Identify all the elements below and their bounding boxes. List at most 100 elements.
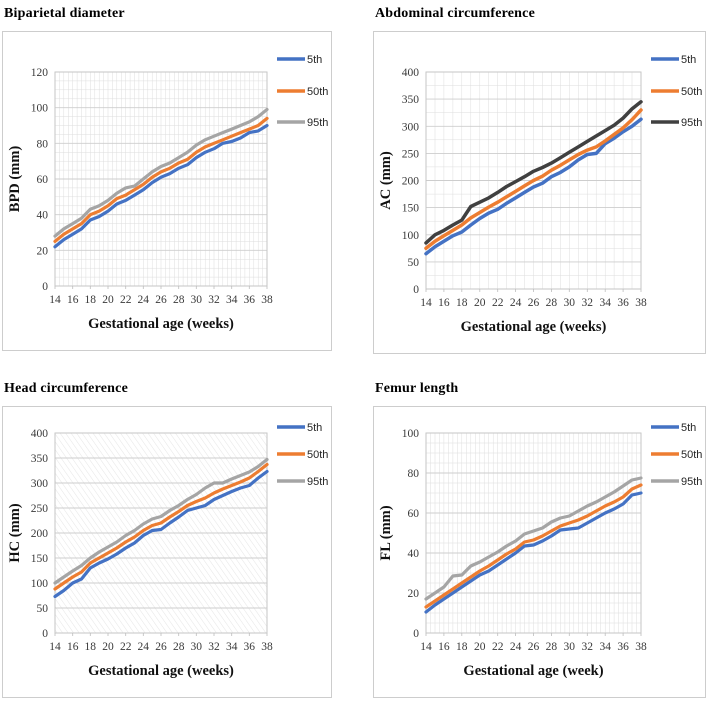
fl-chart-canvas: 0 20 40 60 80 100 14 16 18 20 22 24 26 28 30 32 34 36 38 Ge… bbox=[378, 422, 702, 679]
svg-text:26: 26 bbox=[155, 641, 167, 653]
legend-item-50th: 50th bbox=[651, 86, 702, 98]
legend-item-95th: 95th bbox=[277, 476, 328, 488]
x-axis-title: Gestational age (weeks) bbox=[88, 316, 234, 332]
svg-text:30: 30 bbox=[191, 641, 203, 653]
svg-text:18: 18 bbox=[85, 641, 97, 653]
svg-text:350: 350 bbox=[31, 453, 49, 465]
legend: 5th 50th 95th bbox=[651, 422, 702, 488]
chart-figure-bpd: Biparietal diameter 0 20 40 60 80 100 120 14 16 1… bbox=[2, 4, 332, 354]
legend-label-5th: 5th bbox=[681, 54, 696, 66]
y-axis-title: AC (mm) bbox=[378, 151, 394, 210]
svg-text:40: 40 bbox=[408, 548, 420, 560]
svg-text:16: 16 bbox=[438, 641, 450, 653]
svg-text:18: 18 bbox=[456, 641, 468, 653]
legend-item-95th: 95th bbox=[651, 117, 702, 129]
y-axis-title: FL (mm) bbox=[378, 505, 394, 560]
legend-item-95th: 95th bbox=[651, 476, 702, 488]
y-axis-title: HC (mm) bbox=[7, 503, 23, 562]
chart-title-hc: Head circumference bbox=[4, 381, 128, 396]
svg-text:24: 24 bbox=[510, 297, 522, 309]
series-line-5th bbox=[424, 117, 643, 256]
svg-text:14: 14 bbox=[420, 297, 432, 309]
x-tick-labels: 14 16 18 20 22 24 26 28 30 32 34 36 38 bbox=[49, 286, 273, 306]
legend-label-50th: 50th bbox=[307, 86, 328, 98]
svg-text:20: 20 bbox=[102, 641, 114, 653]
svg-text:200: 200 bbox=[402, 176, 420, 188]
svg-text:60: 60 bbox=[37, 174, 49, 186]
svg-text:36: 36 bbox=[617, 297, 629, 309]
x-tick-labels: 14 16 18 20 22 24 26 28 30 32 34 36 38 bbox=[420, 633, 647, 653]
chart-panel-bpd: 0 20 40 60 80 100 120 14 16 18 20 22 24 26 28 30 32 34 36 3… bbox=[2, 31, 332, 351]
svg-text:18: 18 bbox=[456, 297, 468, 309]
legend-item-50th: 50th bbox=[277, 449, 328, 461]
legend: 5th 50th 95th bbox=[277, 54, 328, 129]
x-axis-title: Gestational age (weeks) bbox=[461, 319, 607, 335]
svg-text:32: 32 bbox=[582, 297, 594, 309]
chart-panel-fl: 0 20 40 60 80 100 14 16 18 20 22 24 26 28 30 32 34 36 38 Ge… bbox=[373, 406, 706, 698]
svg-text:34: 34 bbox=[226, 641, 238, 653]
svg-text:38: 38 bbox=[261, 641, 273, 653]
svg-text:14: 14 bbox=[420, 641, 432, 653]
x-tick-labels: 14 16 18 20 22 24 26 28 30 32 34 36 38 bbox=[420, 289, 647, 309]
series-line-50th bbox=[53, 462, 269, 591]
svg-text:0: 0 bbox=[42, 281, 48, 293]
series-line-50th bbox=[424, 108, 643, 251]
svg-text:100: 100 bbox=[31, 578, 49, 590]
legend-item-5th: 5th bbox=[651, 422, 696, 434]
gridlines bbox=[54, 432, 268, 634]
svg-text:34: 34 bbox=[599, 641, 611, 653]
svg-text:18: 18 bbox=[85, 294, 97, 306]
y-axis-title: BPD (mm) bbox=[7, 146, 23, 213]
svg-text:38: 38 bbox=[635, 641, 647, 653]
svg-text:20: 20 bbox=[474, 297, 486, 309]
legend-label-5th: 5th bbox=[307, 54, 322, 66]
legend-label-95th: 95th bbox=[681, 476, 702, 488]
legend-label-50th: 50th bbox=[681, 449, 702, 461]
svg-text:30: 30 bbox=[191, 294, 203, 306]
svg-text:50: 50 bbox=[37, 603, 49, 615]
svg-text:22: 22 bbox=[120, 641, 132, 653]
svg-text:100: 100 bbox=[402, 428, 420, 440]
legend: 5th 50th 95th bbox=[277, 422, 328, 488]
svg-text:30: 30 bbox=[564, 297, 576, 309]
svg-text:80: 80 bbox=[37, 138, 49, 150]
svg-text:100: 100 bbox=[31, 103, 49, 115]
svg-text:100: 100 bbox=[402, 230, 420, 242]
svg-text:36: 36 bbox=[244, 294, 256, 306]
svg-text:150: 150 bbox=[402, 203, 420, 215]
y-tick-labels: 0 20 40 60 80 100 120 bbox=[31, 67, 49, 293]
svg-text:34: 34 bbox=[226, 294, 238, 306]
svg-text:36: 36 bbox=[617, 641, 629, 653]
hc-chart-canvas: 0 50 100 150 200 250 300 350 400 14 16 18 20 22 24 26 28… bbox=[7, 422, 328, 679]
series-line-50th bbox=[53, 116, 269, 243]
chart-figure-ac: Abdominal circumference 0 50 100 150 200 250 3… bbox=[373, 4, 706, 354]
svg-text:400: 400 bbox=[31, 428, 49, 440]
svg-text:50: 50 bbox=[408, 257, 420, 269]
svg-text:350: 350 bbox=[402, 94, 420, 106]
svg-text:150: 150 bbox=[31, 553, 49, 565]
svg-text:22: 22 bbox=[120, 294, 132, 306]
svg-text:24: 24 bbox=[510, 641, 522, 653]
svg-text:28: 28 bbox=[546, 297, 558, 309]
svg-text:60: 60 bbox=[408, 508, 420, 520]
svg-text:20: 20 bbox=[474, 641, 486, 653]
legend-item-5th: 5th bbox=[277, 422, 322, 434]
svg-text:22: 22 bbox=[492, 641, 504, 653]
legend-label-95th: 95th bbox=[307, 476, 328, 488]
svg-text:400: 400 bbox=[402, 67, 420, 79]
svg-text:28: 28 bbox=[546, 641, 558, 653]
svg-text:20: 20 bbox=[408, 588, 420, 600]
series-line-5th bbox=[424, 491, 643, 614]
svg-text:32: 32 bbox=[208, 641, 220, 653]
legend-label-5th: 5th bbox=[681, 422, 696, 434]
svg-text:20: 20 bbox=[102, 294, 114, 306]
series-line-95th bbox=[53, 107, 269, 238]
svg-text:16: 16 bbox=[67, 641, 79, 653]
svg-text:300: 300 bbox=[402, 121, 420, 133]
chart-figure-fl: Femur length 0 20 40 60 80 100 14 16 18 20 22 24 26 2… bbox=[373, 354, 706, 698]
svg-text:0: 0 bbox=[42, 628, 48, 640]
svg-text:300: 300 bbox=[31, 478, 49, 490]
svg-text:26: 26 bbox=[155, 294, 167, 306]
gridlines bbox=[54, 71, 268, 287]
legend-item-5th: 5th bbox=[651, 54, 696, 66]
